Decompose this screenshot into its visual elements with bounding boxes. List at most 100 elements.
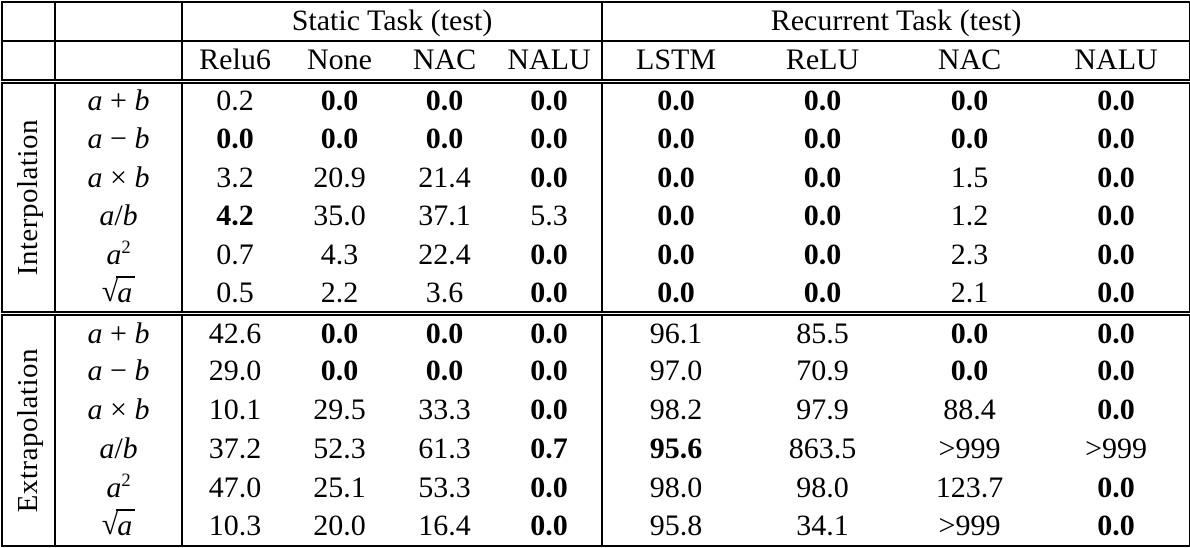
value-cell: 0.0	[803, 199, 842, 233]
value-cell: 0.0	[601, 158, 750, 198]
value-cell: 34.1	[796, 508, 849, 542]
corner-cell	[2, 2, 56, 42]
value-cell: 29.5	[313, 393, 366, 427]
value-cell: 0.0	[950, 121, 989, 155]
table-row: a − b 0.0 0.0 0.0 0.0 0.0 0.0 0.0 0.0	[2, 119, 1190, 159]
value-cell: 0.0	[497, 274, 603, 316]
value-cell: 0.0	[530, 470, 568, 504]
value-cell: 0.0	[1097, 160, 1135, 194]
value-cell: 0.0	[601, 197, 750, 236]
row-label: a + b	[55, 313, 183, 353]
value-cell: 0.0	[1097, 84, 1135, 118]
value-cell: 1.5	[950, 160, 989, 194]
value-cell: 0.0	[601, 119, 750, 159]
value-cell: >999	[938, 508, 1001, 542]
value-cell: 863.5	[788, 431, 857, 465]
value-cell: 53.3	[418, 470, 471, 504]
value-cell: 0.0	[530, 121, 568, 155]
corner-cell	[2, 41, 56, 84]
recurrent-task-group-header: Recurrent Task (test)	[601, 2, 1190, 42]
column-header-nalu-recurrent: NALU	[1043, 41, 1190, 84]
group-header-row: Static Task (test) Recurrent Task (test)	[2, 2, 1190, 42]
row-label: √a	[55, 274, 183, 316]
row-label: a2	[55, 236, 183, 275]
value-cell: 0.0	[320, 121, 359, 155]
value-cell: 35.0	[313, 199, 366, 233]
value-cell: 5.3	[530, 199, 568, 233]
column-header-nac-static: NAC	[392, 41, 497, 84]
sqrt-symbol: √	[101, 508, 119, 542]
row-label: a/b	[55, 197, 183, 236]
value-cell: 3.2	[216, 160, 254, 194]
table-row: a − b 29.0 0.0 0.0 0.0 97.0 70.9 0.0 0.0	[2, 352, 1190, 391]
column-header-lstm: LSTM	[601, 41, 750, 84]
value-cell: 20.9	[313, 160, 366, 194]
table-row: √a 0.5 2.2 3.6 0.0 0.0 0.0 2.1 0.0	[2, 274, 1190, 316]
row-label: a × b	[55, 158, 183, 198]
value-cell: 37.2	[208, 431, 262, 465]
value-cell: 0.0	[1043, 274, 1190, 316]
value-cell: 95.6	[601, 429, 750, 469]
value-cell: 95.8	[601, 507, 750, 546]
column-header-relu6: Relu6	[182, 41, 287, 84]
value-cell: 0.0	[749, 274, 897, 316]
value-cell: 98.0	[796, 470, 849, 504]
row-label: a − b	[55, 119, 183, 159]
value-cell: 0.0	[530, 393, 568, 427]
value-cell: 70.9	[796, 354, 849, 388]
rotated-label: Interpolation	[11, 119, 44, 276]
value-cell: 0.0	[803, 84, 842, 118]
row-label: a × b	[55, 391, 183, 430]
value-cell: >999	[1085, 431, 1147, 465]
value-cell: 0.7	[530, 431, 568, 465]
value-cell: 88.4	[943, 393, 996, 427]
value-cell: 0.0	[425, 121, 464, 155]
row-label: a + b	[55, 81, 183, 120]
value-cell: 98.2	[601, 391, 750, 430]
value-cell: 0.0	[1097, 508, 1135, 542]
table-row: a/b 4.2 35.0 37.1 5.3 0.0 0.0 1.2 0.0	[2, 197, 1190, 236]
rotated-label: Extrapolation	[11, 348, 44, 513]
value-cell: 0.0	[425, 316, 464, 350]
value-cell: 0.0	[530, 160, 568, 194]
value-cell: 0.0	[530, 238, 568, 272]
value-cell: 97.0	[601, 352, 750, 391]
value-cell: 2.3	[950, 238, 989, 272]
value-cell: 2.2	[287, 274, 392, 316]
column-header-row: Relu6 None NAC NALU LSTM ReLU NAC NALU	[2, 41, 1190, 84]
value-cell: 0.0	[1097, 354, 1135, 388]
value-cell: 52.3	[313, 431, 366, 465]
value-cell: 25.1	[313, 470, 366, 504]
value-cell: 37.1	[418, 199, 471, 233]
row-label: a − b	[55, 352, 183, 391]
value-cell: 0.0	[803, 121, 842, 155]
row-label: a/b	[55, 429, 183, 469]
value-cell: >999	[938, 431, 1001, 465]
value-cell: 0.7	[216, 238, 254, 272]
value-cell: 97.9	[796, 393, 849, 427]
table-row: a2 47.0 25.1 53.3 0.0 98.0 98.0 123.7 0.0	[2, 468, 1190, 508]
column-header-nac-recurrent: NAC	[896, 41, 1044, 84]
value-cell: 0.0	[425, 84, 464, 118]
value-cell: 0.5	[182, 274, 287, 316]
static-task-group-header: Static Task (test)	[182, 2, 603, 42]
value-cell: 33.3	[418, 393, 471, 427]
value-cell: 3.6	[392, 274, 497, 316]
value-cell: 20.0	[313, 508, 366, 542]
value-cell: 0.0	[320, 354, 359, 388]
value-cell: 0.0	[950, 354, 989, 388]
value-cell: 0.0	[320, 316, 359, 350]
value-cell: 0.0	[1097, 470, 1135, 504]
column-header-relu: ReLU	[749, 41, 897, 84]
value-cell: 0.0	[1097, 199, 1135, 233]
value-cell: 96.1	[601, 313, 750, 353]
table-row: Interpolation a + b 0.2 0.0 0.0 0.0 0.0 0.0 0.0 0…	[2, 81, 1190, 316]
value-cell: 0.0	[803, 160, 842, 194]
value-cell: 98.0	[601, 468, 750, 508]
value-cell: 0.0	[601, 274, 750, 316]
corner-cell	[55, 2, 183, 42]
table-row: √a 10.3 20.0 16.4 0.0 95.8 34.1 >999 0.0	[2, 507, 1190, 546]
value-cell: 61.3	[418, 431, 471, 465]
